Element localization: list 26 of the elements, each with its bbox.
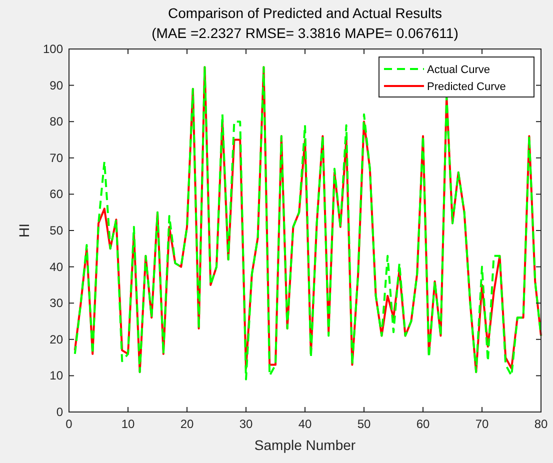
- y-tick-label: 70: [50, 150, 64, 165]
- x-axis-title: Sample Number: [254, 437, 356, 453]
- x-tick-label: 80: [534, 417, 548, 431]
- chart-title: Comparison of Predicted and Actual Results: [168, 5, 442, 21]
- legend-label: Predicted Curve: [427, 81, 506, 93]
- y-tick-label: 20: [50, 332, 64, 346]
- x-tick-label: 10: [121, 417, 135, 431]
- x-tick-label: 20: [180, 417, 194, 431]
- y-tick-label: 80: [50, 114, 64, 129]
- x-tick-label: 70: [475, 417, 489, 431]
- y-tick-label: 30: [50, 296, 64, 310]
- y-tick-label: 100: [42, 42, 64, 56]
- x-tick-label: 40: [298, 417, 312, 431]
- y-axis-title: HI: [16, 224, 32, 238]
- legend-label: Actual Curve: [427, 64, 490, 76]
- x-tick-label: 0: [66, 417, 73, 431]
- y-tick-label: 90: [50, 78, 64, 92]
- chart-subtitle: (MAE =2.2327 RMSE= 3.3816 MAPE= 0.067611): [152, 25, 458, 41]
- x-tick-label: 30: [239, 417, 253, 431]
- y-tick-label: 40: [50, 260, 64, 274]
- x-tick-label: 50: [357, 417, 371, 431]
- x-tick-label: 60: [416, 417, 430, 431]
- y-tick-label: 0: [56, 405, 64, 419]
- y-tick-label: 50: [50, 224, 64, 238]
- y-tick-label: 60: [50, 187, 64, 202]
- y-tick-label: 10: [50, 368, 64, 383]
